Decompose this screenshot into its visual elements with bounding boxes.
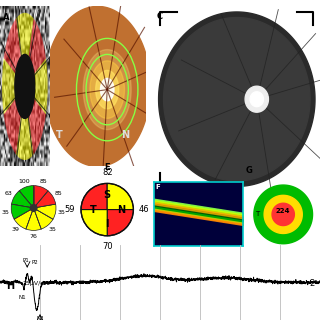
Wedge shape (34, 191, 56, 208)
Text: T: T (89, 204, 96, 215)
Text: 100: 100 (18, 179, 30, 184)
Text: 35: 35 (58, 211, 66, 215)
Text: P2: P2 (32, 260, 39, 265)
Wedge shape (25, 19, 46, 86)
Text: 85: 85 (40, 179, 47, 184)
Text: 59: 59 (65, 205, 75, 214)
Polygon shape (45, 6, 150, 166)
Wedge shape (19, 186, 34, 208)
Text: I: I (106, 219, 109, 229)
Wedge shape (81, 183, 107, 210)
Polygon shape (90, 61, 124, 118)
Wedge shape (2, 58, 25, 115)
Text: 25μV/div: 25μV/div (22, 281, 50, 286)
Text: 39: 39 (11, 228, 19, 232)
Text: T: T (255, 212, 260, 217)
Text: 85: 85 (54, 191, 62, 196)
Text: N1: N1 (19, 295, 26, 300)
Polygon shape (250, 92, 263, 107)
Polygon shape (96, 70, 119, 109)
Wedge shape (4, 86, 25, 154)
Text: F: F (156, 184, 160, 190)
Text: T: T (56, 130, 63, 140)
Polygon shape (254, 185, 313, 244)
Text: H: H (6, 281, 14, 291)
Text: 46: 46 (139, 205, 150, 214)
Wedge shape (107, 210, 133, 236)
Circle shape (15, 54, 35, 118)
Text: N2: N2 (36, 316, 44, 320)
Wedge shape (16, 13, 34, 86)
Wedge shape (12, 191, 34, 208)
Polygon shape (272, 203, 294, 226)
Wedge shape (25, 58, 48, 115)
Polygon shape (264, 195, 302, 234)
Wedge shape (16, 86, 34, 160)
Text: 2: 2 (309, 279, 315, 288)
Wedge shape (11, 204, 34, 219)
Polygon shape (83, 50, 131, 130)
Text: 35: 35 (48, 228, 56, 232)
Polygon shape (245, 86, 268, 112)
Polygon shape (100, 78, 114, 101)
Wedge shape (81, 210, 107, 236)
Text: 82: 82 (102, 168, 113, 177)
Text: N: N (122, 130, 130, 140)
Text: N: N (117, 204, 126, 215)
Text: 70: 70 (102, 242, 113, 251)
Text: G: G (246, 166, 253, 175)
Wedge shape (34, 208, 53, 229)
Text: A: A (3, 13, 9, 22)
Wedge shape (34, 204, 56, 219)
Text: C: C (157, 12, 163, 21)
Text: P1: P1 (22, 258, 29, 263)
Wedge shape (4, 19, 25, 86)
Text: S: S (104, 190, 111, 200)
Text: B: B (52, 13, 59, 22)
Text: 35: 35 (1, 211, 9, 215)
Wedge shape (107, 183, 133, 210)
Wedge shape (34, 186, 48, 208)
Wedge shape (14, 208, 34, 229)
Text: 63: 63 (5, 191, 13, 196)
Text: E: E (105, 163, 110, 172)
Circle shape (30, 205, 37, 211)
Wedge shape (25, 86, 46, 154)
Polygon shape (164, 18, 310, 181)
Polygon shape (159, 12, 315, 187)
Wedge shape (26, 208, 41, 230)
Text: 224: 224 (276, 208, 291, 214)
Text: 76: 76 (30, 234, 37, 239)
